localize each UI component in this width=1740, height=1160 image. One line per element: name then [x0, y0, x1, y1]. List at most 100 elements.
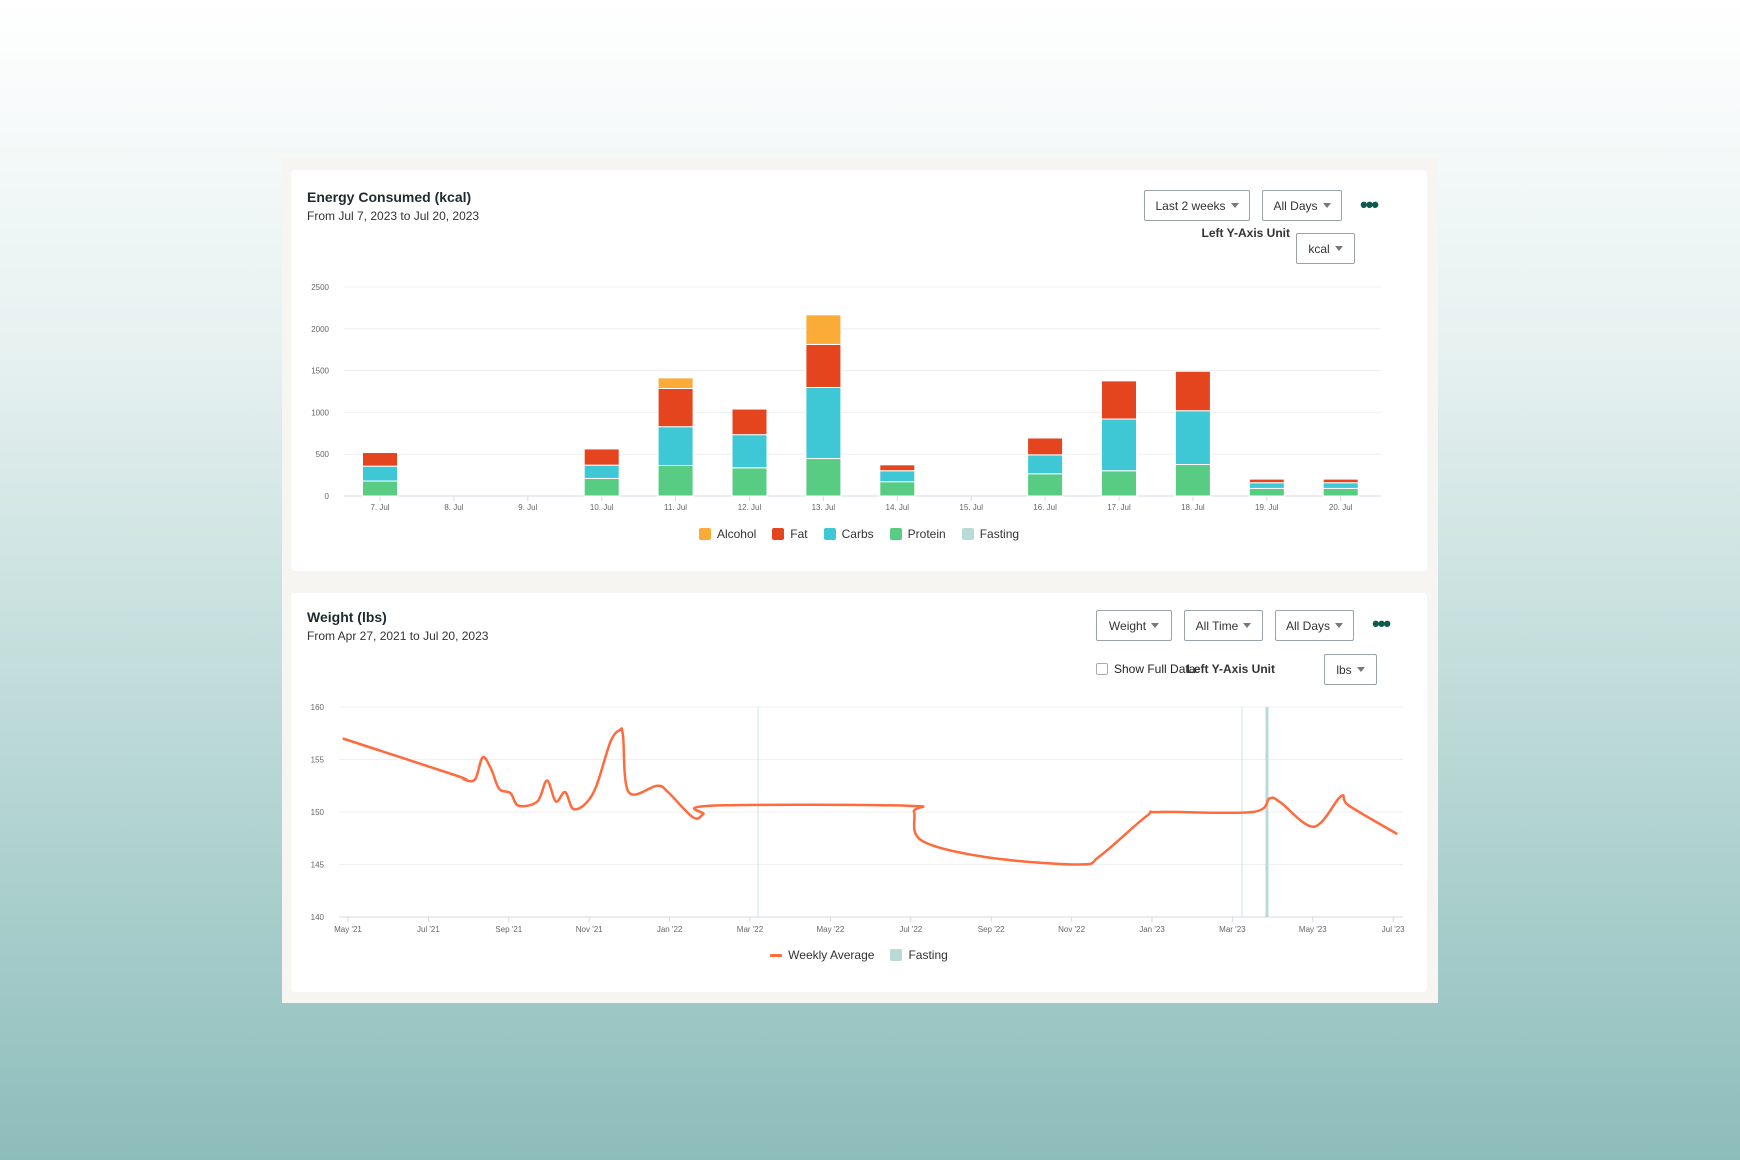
bar-carbs — [1322, 482, 1359, 489]
y-tick-label: 160 — [311, 703, 325, 712]
weight-subtitle: From Apr 27, 2021 to Jul 20, 2023 — [307, 629, 489, 643]
x-tick-label: Mar '23 — [1219, 925, 1246, 934]
legend-label: Fasting — [979, 527, 1020, 541]
legend-swatch — [889, 528, 902, 540]
bar-carbs — [805, 386, 842, 460]
x-tick-label: 11. Jul — [664, 503, 687, 512]
x-tick-label: Mar '22 — [737, 925, 764, 934]
unit-label: Left Y-Axis Unit — [1201, 226, 1290, 240]
x-tick-label: 13. Jul — [812, 503, 836, 512]
caret-down-icon — [1356, 667, 1365, 672]
metric-dropdown[interactable]: Weight — [1096, 610, 1172, 641]
y-tick-label: 140 — [311, 913, 325, 922]
bar-fat — [805, 343, 842, 388]
y-tick-label: 2500 — [311, 283, 329, 292]
unit-dropdown[interactable]: kcal — [1296, 233, 1355, 264]
bar-carbs — [1101, 418, 1137, 472]
bar-fat — [1027, 437, 1064, 456]
energy-legend: Alcohol Fat Carbs Protein Fasting — [291, 527, 1427, 541]
bar-fat — [1101, 380, 1137, 420]
show-full-data-label: Show Full Data — [1114, 662, 1196, 676]
days-dropdown[interactable]: All Days — [1262, 190, 1342, 221]
x-tick-label: Jul '21 — [417, 925, 440, 934]
bar-fat — [1174, 370, 1211, 412]
bar-carbs — [879, 470, 916, 483]
days-dropdown-label: All Days — [1273, 198, 1318, 213]
bar-alcohol — [805, 314, 842, 345]
legend-swatch — [890, 949, 903, 961]
legend-item-fasting[interactable]: Fasting — [890, 948, 948, 962]
bar-carbs — [657, 426, 694, 466]
bar-protein — [1174, 463, 1211, 497]
x-tick-label: 18. Jul — [1181, 503, 1205, 512]
legend-label: Weekly Average — [788, 948, 875, 962]
legend-item-fasting[interactable]: Fasting — [961, 527, 1020, 541]
legend-label: Carbs — [841, 527, 874, 541]
legend-label: Fasting — [908, 948, 948, 962]
unit-dropdown[interactable]: lbs — [1324, 654, 1377, 685]
legend-label: Alcohol — [716, 527, 757, 541]
y-tick-label: 1000 — [311, 408, 329, 417]
x-tick-label: 20. Jul — [1329, 503, 1353, 512]
energy-chart: 0 500 1000 1500 2000 2500 7. Jul 8. Jul 9. Jul 10… — [311, 283, 1381, 512]
range-dropdown[interactable]: All Time — [1184, 610, 1263, 641]
legend-label: Protein — [907, 527, 946, 541]
legend-item-weekly-average[interactable]: Weekly Average — [770, 948, 874, 962]
weight-legend: Weekly Average Fasting — [291, 948, 1427, 962]
show-full-data-checkbox[interactable] — [1096, 663, 1108, 675]
y-tick-label: 150 — [311, 808, 325, 817]
bar-fat — [1248, 478, 1285, 484]
caret-down-icon — [1322, 203, 1331, 208]
y-tick-label: 1500 — [311, 367, 329, 376]
unit-dropdown-label: lbs — [1336, 662, 1352, 677]
legend-swatch — [961, 528, 974, 540]
caret-down-icon — [1334, 246, 1343, 251]
weekly-average-line — [342, 727, 1398, 866]
bar-fat — [879, 464, 916, 472]
days-dropdown[interactable]: All Days — [1275, 610, 1354, 641]
bar-protein — [879, 481, 916, 497]
legend-item-fat[interactable]: Fat — [772, 527, 808, 541]
bar-protein — [1027, 473, 1064, 497]
x-tick-label: Jul '23 — [1382, 925, 1405, 934]
range-dropdown-label: Last 2 weeks — [1155, 198, 1226, 213]
more-options-icon[interactable]: ••• — [1360, 192, 1379, 217]
x-tick-label: 14. Jul — [886, 503, 910, 512]
bar-fat — [362, 452, 398, 467]
x-tick-label: Nov '21 — [576, 925, 603, 934]
weight-card: 140 145 150 155 160 May '21 Jul '21 Sep '21 Nov … — [291, 593, 1427, 992]
range-dropdown[interactable]: Last 2 weeks — [1144, 190, 1250, 221]
caret-down-icon — [1335, 623, 1343, 628]
bar-carbs — [1027, 454, 1064, 475]
range-dropdown-label: All Time — [1195, 618, 1239, 633]
unit-label: Left Y-Axis Unit — [1186, 662, 1275, 676]
bar-carbs — [1248, 482, 1285, 489]
x-tick-label: Sep '22 — [978, 925, 1005, 934]
x-tick-label: Sep '21 — [495, 925, 522, 934]
bar-protein — [657, 464, 694, 497]
legend-swatch — [770, 953, 783, 957]
x-tick-label: 7. Jul — [370, 503, 389, 512]
y-tick-label: 155 — [311, 756, 325, 765]
bar-fat — [657, 387, 694, 428]
legend-item-carbs[interactable]: Carbs — [823, 527, 874, 541]
bar-carbs — [362, 465, 398, 482]
caret-down-icon — [1243, 623, 1252, 628]
y-tick-label: 0 — [325, 492, 330, 501]
y-tick-label: 500 — [316, 450, 330, 459]
x-tick-label: May '23 — [1299, 925, 1327, 934]
x-tick-label: 8. Jul — [444, 503, 463, 512]
unit-dropdown-label: kcal — [1308, 241, 1330, 256]
bar-protein — [583, 477, 620, 497]
bar-carbs — [731, 434, 768, 469]
energy-title: Energy Consumed (kcal) — [307, 189, 472, 205]
legend-item-protein[interactable]: Protein — [889, 527, 946, 541]
more-options-icon[interactable]: ••• — [1372, 611, 1391, 636]
metric-dropdown-label: Weight — [1108, 618, 1147, 633]
weight-chart: 140 145 150 155 160 May '21 Jul '21 Sep '21 Nov … — [311, 703, 1406, 934]
legend-item-alcohol[interactable]: Alcohol — [698, 527, 757, 541]
bar-protein — [805, 458, 842, 497]
x-tick-label: 19. Jul — [1255, 503, 1279, 512]
x-tick-label: Jan '23 — [1139, 925, 1165, 934]
bar-carbs — [1174, 410, 1211, 465]
